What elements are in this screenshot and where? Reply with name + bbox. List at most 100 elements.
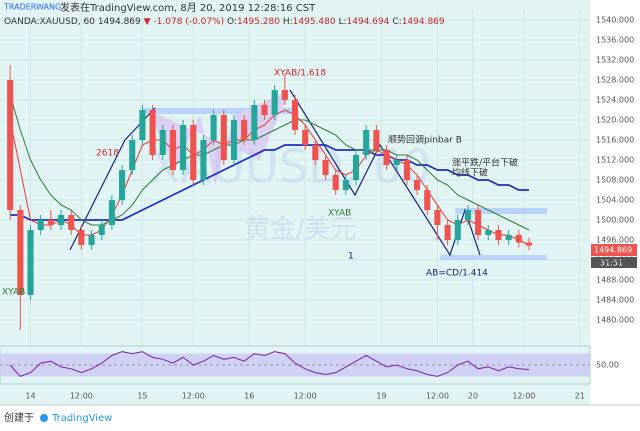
candle-body [495,230,502,240]
zone [455,208,547,214]
x-tick-label: 12:00 [512,392,535,401]
candle-body [57,215,65,225]
arrow: ▼ [144,17,151,27]
annotation: 均线下破 [452,167,488,179]
footer-created: 创建于 [4,411,34,424]
c-label: C: [392,17,401,27]
candle-body [78,230,85,245]
candle-body [139,110,146,140]
symbol-line: OANDA:XAUUSD, 60 1494.869 ▼ -1.078 (-0.0… [4,17,445,27]
overlay-line [10,144,529,221]
candle-body [373,130,380,150]
candle-body [363,130,370,155]
candle-body [322,160,329,175]
y-tick-label: 1508.000 [596,176,634,185]
annotation: 1 [348,252,354,262]
candle-body [414,180,421,190]
annotation: XYAB [328,209,351,219]
candle-body [230,120,238,160]
o: 1495.280 [237,17,280,27]
y-tick-label: 1488.000 [596,276,634,285]
y-tick-label: 1492.000 [596,256,634,265]
x-tick-label: 19 [376,392,386,401]
oscillator-tick-label: 50.00 [596,361,619,370]
candle-body [403,160,410,180]
o-label: O: [227,17,237,27]
candle-body [302,130,309,145]
last: 1494.869 [98,17,141,27]
annotation: XYAB [2,288,25,298]
candle-body [17,210,24,295]
candle-body [7,80,14,210]
x-tick-label: 16 [244,392,254,401]
candle-body [271,90,278,115]
candle-body [149,110,156,155]
l-label: L: [338,17,346,27]
y-tick-label: 1512.000 [596,156,634,165]
x-tick-label: 15 [137,392,147,401]
candle-body [383,150,390,165]
candle-body [108,200,115,225]
x-tick-label: 12:00 [294,392,317,401]
countdown: 31:51 [600,259,623,268]
candle-body [312,145,319,160]
candle-body [342,180,349,190]
y-tick-label: 1536.000 [596,36,634,45]
y-tick-label: 1496.000 [596,236,634,245]
x-tick-label: 20 [468,392,478,401]
candle-body [393,160,400,165]
y-tick-label: 1504.000 [596,196,634,205]
candle-body [485,230,492,235]
candle-body [424,190,431,210]
candle-body [190,125,197,180]
candle-body [332,175,339,190]
candle-body [68,215,75,230]
y-tick-label: 1524.000 [596,96,634,105]
candle-body [291,100,299,130]
annotation: 涨平跌/平台下破 [452,157,518,169]
x-tick-label: 21 [575,392,585,401]
price-label: 1494.869 [594,246,632,255]
annotations: XYAB/1.618 2618 XYAB XYAB 顺势回调pinbar B 涨… [2,69,518,298]
published: 发表在TradingView.com, 8月 20, 2019 12:28:16… [60,1,316,14]
candle-body [200,140,207,180]
candle-body [505,235,512,240]
candle-body [159,130,166,155]
candle-body [47,220,54,225]
l: 1494.694 [347,17,390,27]
candle-body [475,210,482,235]
plot-background [0,0,590,405]
candle-body [119,170,126,200]
candle-body [444,225,451,240]
candle-body [251,105,258,140]
logo [40,414,48,422]
y-tick-label: 1500.000 [596,216,634,225]
y-tick-label: 1528.000 [596,76,634,85]
x-tick-label: 12:00 [182,392,205,401]
oscillator-line [9,351,530,377]
price-tag [591,244,637,256]
candle-body [220,115,227,160]
y-tick-label: 1520.000 [596,116,634,125]
c: 1494.869 [402,17,445,27]
footer-brand[interactable]: TradingView [51,413,112,424]
x-tick-label: 12:00 [70,392,93,401]
candle-body [210,115,217,140]
candle-body [27,230,34,295]
candle-body [261,105,268,115]
watermark-sub: 黄金/美元 [244,215,357,245]
candle-body [129,140,136,170]
y-tick-label: 1480.000 [596,316,634,325]
candle-body [169,130,176,170]
candle-body [464,210,471,220]
change: -1.078 (-0.07%) [153,17,224,27]
candle-body [180,125,187,170]
candle-body [98,225,105,235]
candle-body [88,235,95,245]
candle-body [525,242,533,246]
candle-body [515,235,522,243]
symbol: OANDA:XAUUSD, 60 [4,17,95,27]
candle-body [281,90,288,100]
